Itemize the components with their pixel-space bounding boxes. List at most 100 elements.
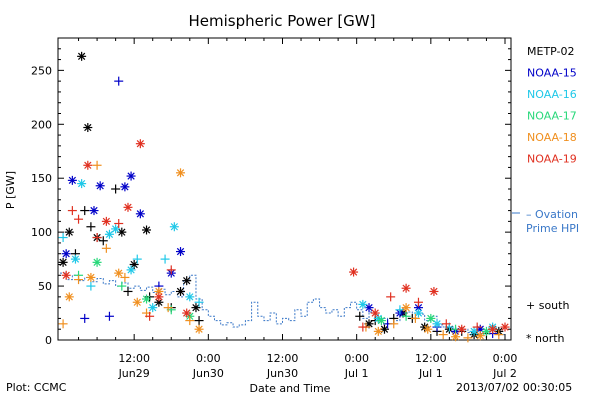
- marker-stroke: [470, 327, 478, 336]
- north-point: [481, 326, 491, 336]
- marker-stroke: [96, 182, 104, 190]
- marker-stroke: [349, 268, 358, 276]
- marker-stroke: [402, 284, 410, 292]
- south-point: [463, 333, 473, 343]
- south-point: [438, 330, 448, 340]
- y-axis-label: P [GW]: [4, 171, 17, 209]
- north-point: [154, 292, 164, 302]
- north-point: [95, 181, 105, 191]
- north-point: [83, 123, 93, 133]
- south-point: [160, 254, 170, 264]
- south-point: [92, 160, 102, 170]
- south-point: [413, 297, 423, 307]
- north-point: [135, 139, 145, 149]
- plot-credit: Plot: CCMC: [6, 381, 67, 394]
- marker-stroke: [414, 309, 423, 317]
- series-noaa-19: [61, 139, 510, 334]
- series-noaa-16: [58, 179, 498, 336]
- north-point: [432, 319, 442, 329]
- north-point: [83, 160, 93, 170]
- marker-stroke: [155, 298, 163, 306]
- marker-stroke: [133, 298, 141, 306]
- marker-stroke: [155, 287, 163, 296]
- north-point: [111, 224, 121, 234]
- south-point: [86, 222, 96, 232]
- ovation-legend-label: – Ovation: [526, 208, 578, 221]
- south-point: [386, 292, 396, 302]
- north-point: [117, 227, 127, 237]
- x-tick-date: Jun29: [118, 367, 150, 380]
- marker-stroke: [451, 333, 460, 341]
- marker-stroke: [488, 325, 497, 333]
- north-point: [169, 222, 179, 232]
- north-point: [120, 182, 130, 192]
- south-point: [111, 184, 121, 194]
- x-tick-label: 0:00: [344, 352, 369, 365]
- marker-stroke: [105, 230, 114, 238]
- north-point: [89, 206, 99, 216]
- north-point: [376, 316, 386, 326]
- south-point: [67, 206, 77, 216]
- marker-stroke: [420, 323, 429, 331]
- marker-stroke: [192, 303, 200, 312]
- north-point: [182, 308, 192, 318]
- north-point: [185, 292, 195, 302]
- north-point: [349, 267, 359, 277]
- marker-stroke: [371, 309, 379, 317]
- north-point: [61, 270, 71, 280]
- north-point: [70, 254, 80, 264]
- marker-stroke: [136, 210, 145, 218]
- north-marker-legend: * north: [526, 332, 565, 345]
- marker-stroke: [430, 287, 438, 296]
- x-tick-date: Jul 1: [344, 367, 369, 380]
- marker-stroke: [111, 225, 120, 233]
- y-tick-label: 200: [31, 118, 52, 131]
- marker-stroke: [186, 293, 194, 301]
- south-point: [80, 313, 90, 323]
- x-tick-label: 12:00: [267, 352, 299, 365]
- north-point: [154, 297, 164, 307]
- north-point: [104, 229, 114, 239]
- legend-metp-02: METP-02: [527, 45, 575, 58]
- south-point: [120, 272, 130, 282]
- y-tick-label: 50: [38, 280, 52, 293]
- marker-stroke: [87, 273, 95, 282]
- north-point: [64, 292, 74, 302]
- north-point: [148, 303, 158, 313]
- x-tick-label: 12:00: [118, 352, 150, 365]
- north-point: [401, 303, 411, 313]
- south-point: [123, 286, 133, 296]
- south-point: [86, 281, 96, 291]
- marker-stroke: [71, 255, 80, 263]
- x-tick-label: 0:00: [196, 352, 221, 365]
- marker-stroke: [374, 327, 382, 336]
- marker-stroke: [102, 217, 111, 226]
- north-point: [191, 303, 201, 313]
- marker-stroke: [149, 303, 157, 312]
- marker-stroke: [365, 320, 373, 328]
- north-point: [114, 268, 124, 278]
- marker-stroke: [115, 269, 123, 277]
- south-point: [395, 305, 405, 315]
- south-point: [132, 254, 142, 264]
- marker-stroke: [183, 309, 191, 317]
- legend-noaa-19: NOAA-19: [527, 153, 577, 166]
- marker-stroke: [62, 271, 70, 279]
- south-point: [98, 236, 108, 246]
- x-tick-date: Jul 1: [418, 367, 443, 380]
- north-point: [423, 324, 433, 334]
- marker-stroke: [476, 332, 484, 340]
- north-point: [142, 225, 152, 235]
- north-point: [86, 272, 96, 282]
- plot-timestamp: 2013/07/02 00:30:05: [456, 381, 573, 394]
- north-point: [126, 265, 136, 275]
- marker-stroke: [427, 314, 435, 323]
- south-point: [58, 233, 68, 243]
- data-points: [58, 51, 510, 343]
- marker-stroke: [65, 228, 73, 236]
- north-point: [176, 286, 186, 296]
- series-metp-02: [58, 51, 504, 340]
- north-point: [123, 202, 133, 212]
- north-point: [142, 294, 152, 304]
- south-point: [358, 322, 368, 332]
